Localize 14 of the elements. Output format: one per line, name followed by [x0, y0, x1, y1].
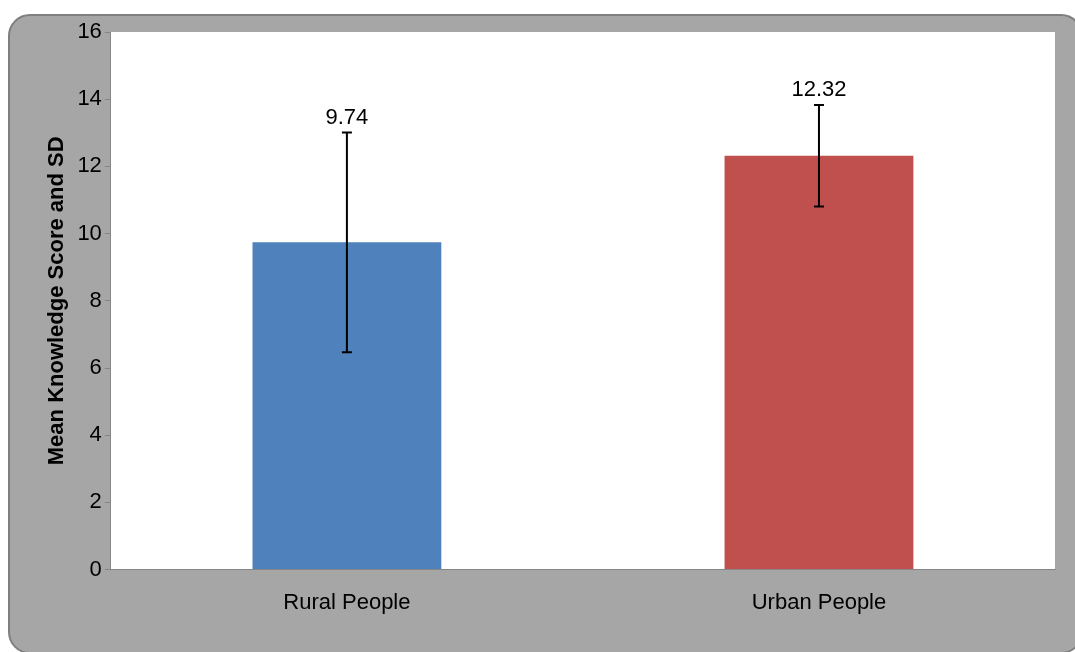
annotation: 12.32 — [791, 75, 847, 101]
y-tick-label: 4 — [89, 421, 102, 447]
y-tick-label: 16 — [77, 18, 102, 44]
y-tick-label: 2 — [89, 488, 102, 514]
y-tick-label: 8 — [89, 286, 102, 312]
y-tick-label: 0 — [89, 555, 102, 581]
y-axis-title: Mean Knowledge Score and SD — [43, 136, 69, 466]
x-tick-label: Urban People — [751, 588, 887, 614]
y-tick-label: 14 — [77, 85, 102, 111]
y-tick-label: 12 — [77, 152, 102, 178]
annotation: 9.74 — [325, 103, 369, 129]
y-tick-label: 6 — [89, 354, 102, 380]
y-tick-label: 10 — [77, 219, 102, 245]
x-tick-label: Rural People — [283, 588, 411, 614]
